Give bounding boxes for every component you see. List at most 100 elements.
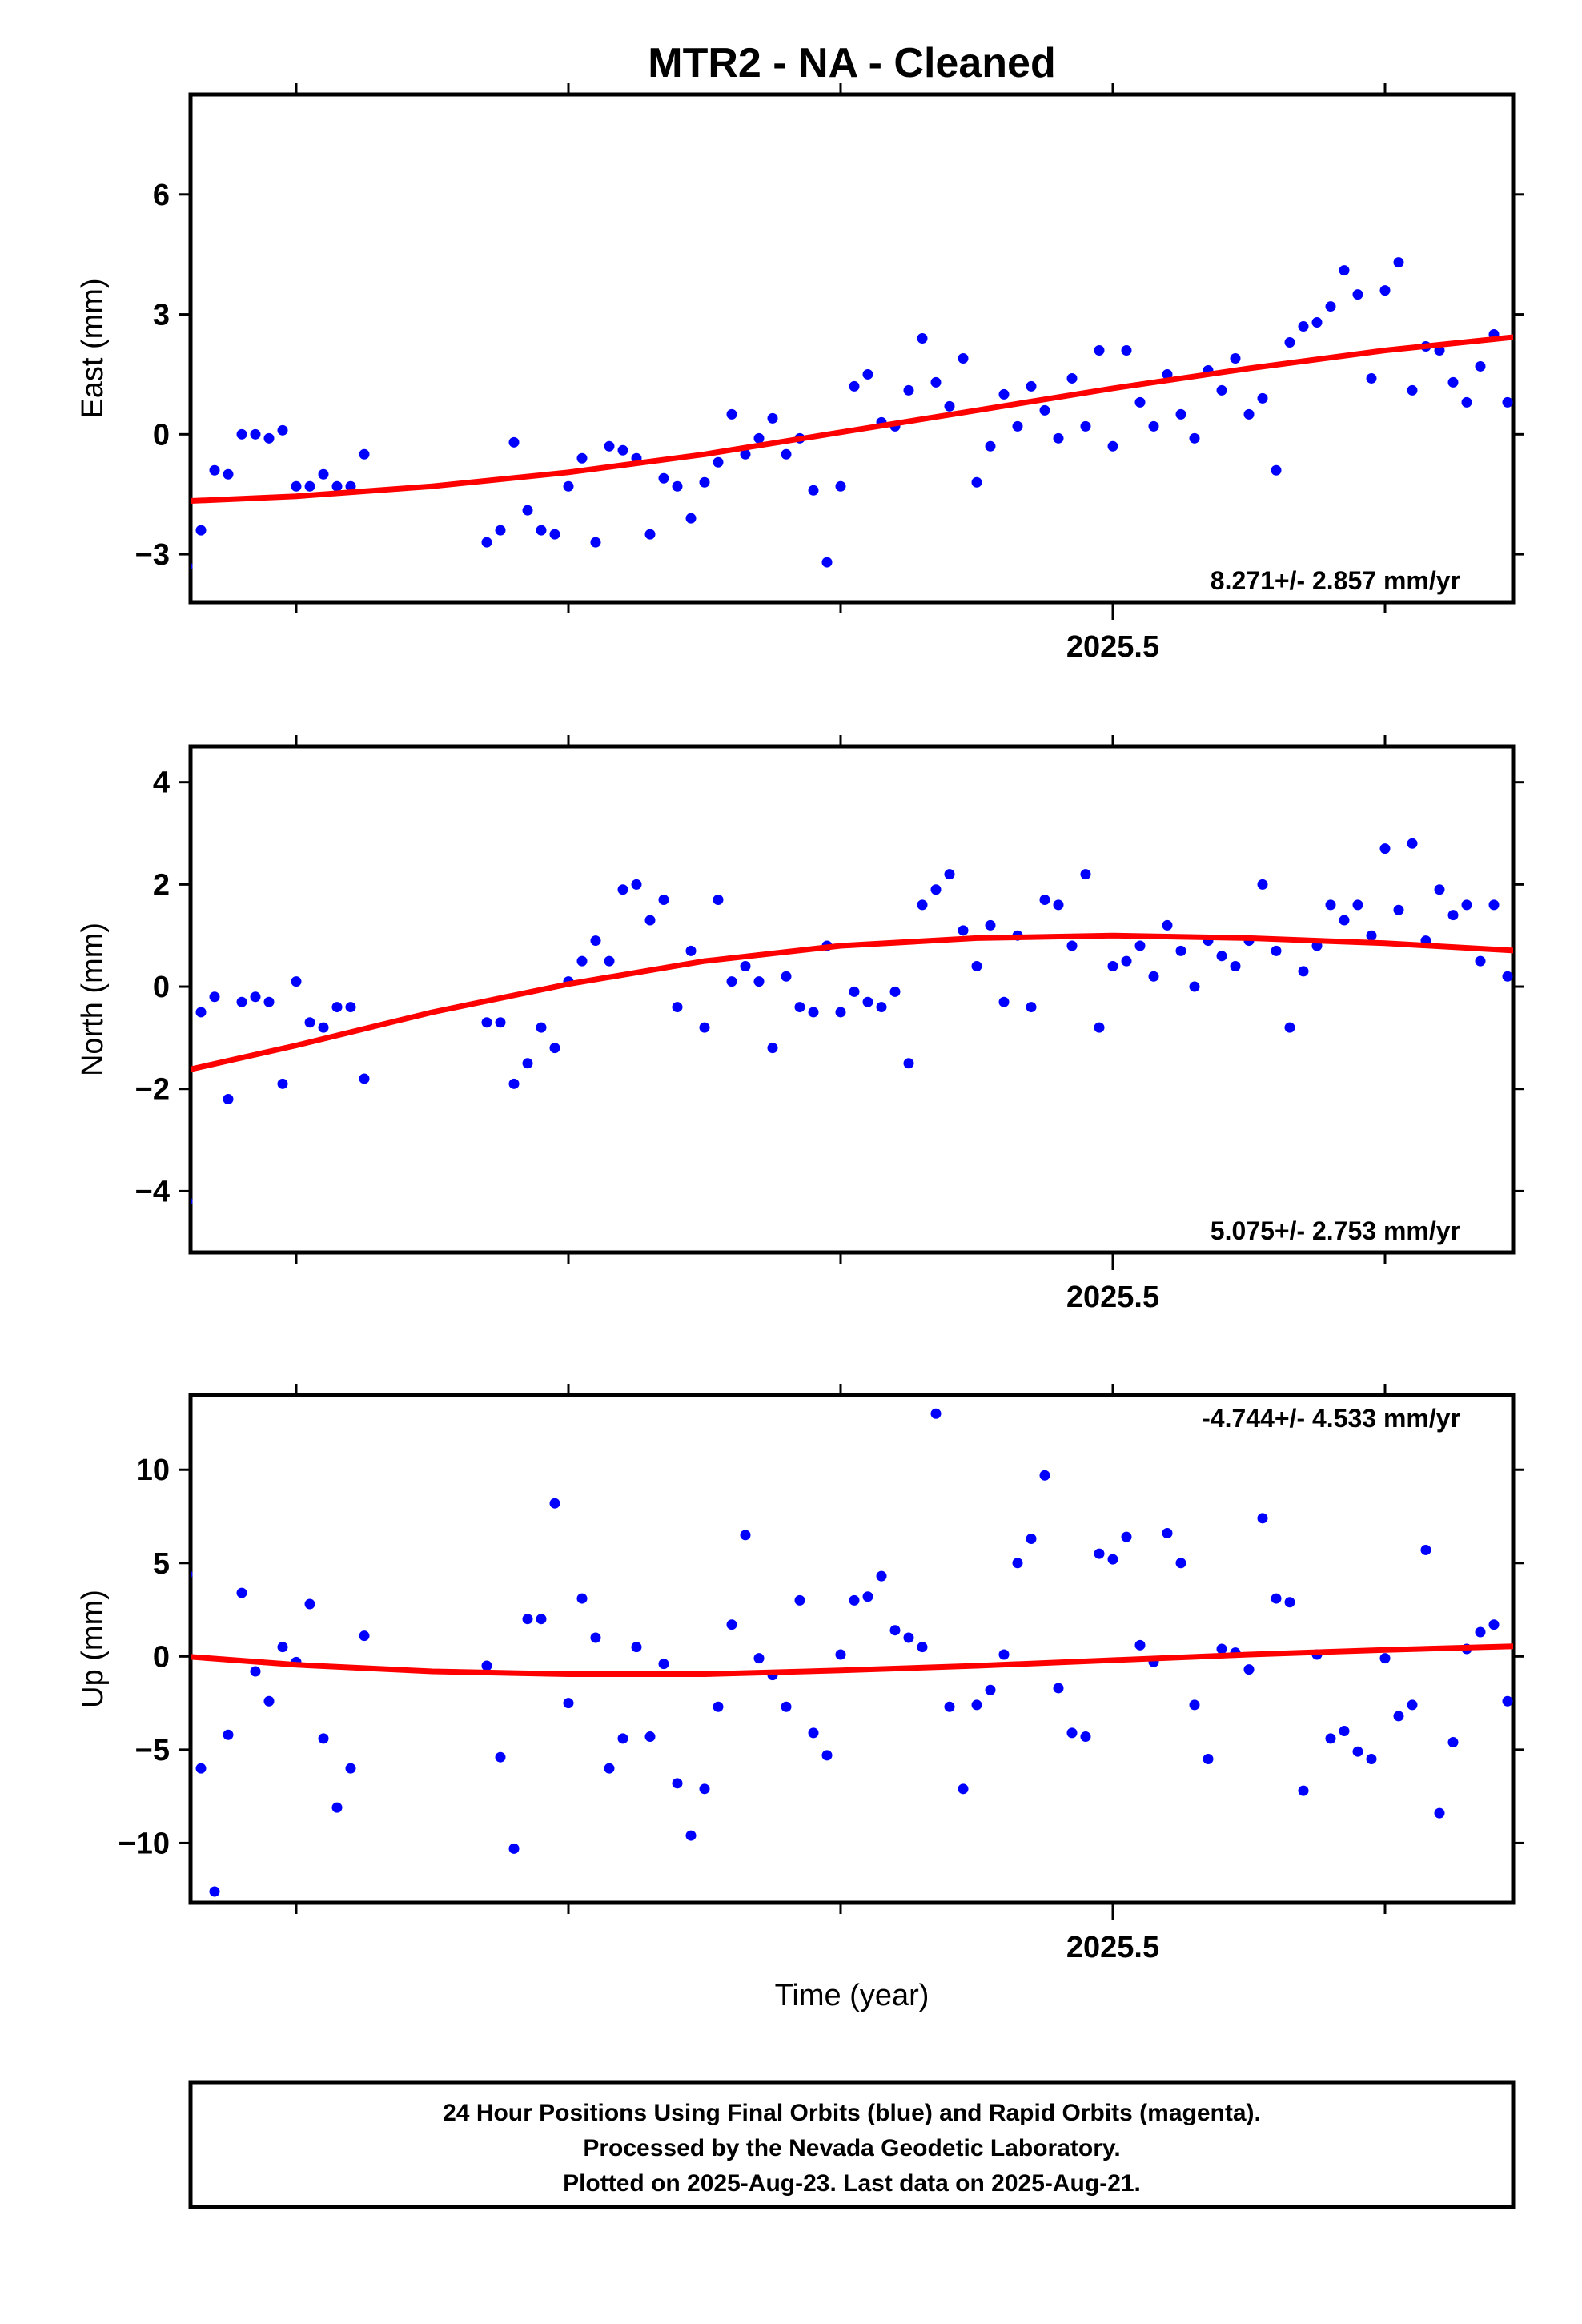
final-point	[33, 1554, 43, 1565]
x-tick-label-north: 2025.5	[1066, 1281, 1159, 1314]
final-point	[536, 1022, 547, 1033]
final-point	[1162, 919, 1173, 931]
rate-label-up: -4.744+/- 4.533 mm/yr	[1202, 1404, 1460, 1433]
final-point	[345, 480, 356, 492]
final-point	[1379, 1653, 1391, 1664]
final-point	[101, 469, 111, 480]
final-point	[1530, 305, 1540, 316]
final-point	[1080, 1731, 1091, 1743]
final-point	[236, 1587, 247, 1598]
final-point	[1325, 301, 1336, 312]
final-point	[1162, 1527, 1173, 1538]
final-point	[998, 996, 1010, 1007]
final-point	[944, 1701, 955, 1712]
final-point	[672, 1002, 683, 1013]
final-point	[590, 1632, 601, 1643]
final-point	[1175, 408, 1186, 420]
final-point	[644, 915, 656, 926]
final-point	[1121, 1531, 1132, 1542]
final-point	[191, 1570, 193, 1578]
final-point	[658, 895, 669, 906]
final-point	[1189, 432, 1200, 444]
y-tick-label-north: 0	[153, 971, 170, 1004]
plot-frame-north	[188, 744, 1516, 1255]
x-tick-label-east: 2025.5	[1066, 630, 1159, 664]
final-point	[1039, 1470, 1050, 1481]
plot-frame-up	[188, 1393, 1516, 1905]
final-point	[46, 485, 57, 496]
final-point	[617, 884, 628, 895]
final-point	[563, 1698, 574, 1709]
final-point	[808, 1007, 819, 1018]
fit-line-east	[191, 334, 1513, 505]
panel-north: −4 −2 0 2 4 2025.5 North (mm) 5.075+/- 2.753 mm…	[76, 735, 1540, 1314]
y-tick-label-east: −3	[135, 538, 170, 572]
final-point	[74, 445, 84, 456]
final-point	[631, 1642, 642, 1653]
final-point	[250, 991, 261, 1003]
final-point	[944, 400, 955, 412]
final-point	[1026, 1533, 1037, 1544]
final-point	[740, 1530, 751, 1541]
final-point	[781, 971, 792, 982]
final-point	[209, 1886, 220, 1897]
final-point	[223, 1729, 234, 1740]
final-point	[46, 1511, 57, 1522]
final-point	[1461, 899, 1472, 911]
final-point	[1094, 1548, 1105, 1559]
final-point	[644, 1731, 656, 1743]
final-point	[549, 529, 560, 540]
final-point	[726, 976, 737, 987]
final-point	[1366, 930, 1377, 941]
final-point	[87, 477, 98, 488]
final-point	[685, 1830, 697, 1841]
final-point	[794, 1002, 805, 1013]
final-point	[1407, 384, 1418, 396]
final-point	[1393, 904, 1404, 915]
final-point	[644, 529, 656, 540]
final-point	[930, 1408, 942, 1419]
final-point	[1284, 337, 1295, 348]
final-point	[1530, 849, 1540, 859]
y-axis-label-north: North (mm)	[76, 923, 110, 1076]
final-point	[1216, 1643, 1227, 1655]
final-point	[713, 895, 724, 906]
final-point	[1271, 1593, 1282, 1604]
final-point	[1434, 884, 1445, 895]
final-point	[536, 525, 547, 536]
final-point	[1475, 360, 1486, 372]
final-point	[236, 428, 247, 440]
final-point	[971, 1699, 982, 1711]
final-point	[1216, 384, 1227, 396]
final-point	[1134, 1639, 1146, 1651]
final-point	[604, 440, 615, 452]
final-point	[508, 436, 520, 448]
final-point	[1134, 940, 1146, 951]
final-point	[1298, 321, 1309, 332]
final-point	[331, 1002, 343, 1013]
final-point	[263, 1695, 275, 1707]
final-point	[481, 1660, 492, 1671]
final-point	[60, 1619, 70, 1630]
final-point	[917, 1642, 928, 1653]
final-point	[1352, 289, 1363, 300]
final-point	[155, 477, 166, 488]
final-point	[155, 1156, 166, 1166]
final-point	[563, 480, 574, 492]
final-point	[1216, 951, 1227, 962]
final-point	[195, 1007, 207, 1018]
final-point	[889, 1625, 901, 1636]
final-point	[576, 955, 588, 967]
final-point	[1311, 317, 1323, 328]
final-point	[726, 1619, 737, 1630]
final-point	[1189, 1699, 1200, 1711]
final-point	[998, 1649, 1010, 1660]
y-tick-label-north: 2	[153, 868, 170, 902]
rapid-point	[1571, 321, 1581, 332]
final-point	[101, 1104, 111, 1115]
final-point	[250, 428, 261, 440]
final-point	[495, 1017, 506, 1028]
y-tick-label-north: −2	[135, 1073, 170, 1107]
final-point	[590, 537, 601, 548]
